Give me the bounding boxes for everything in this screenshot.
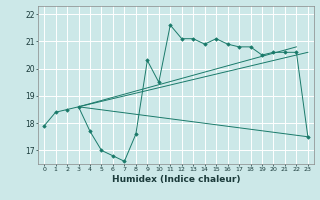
X-axis label: Humidex (Indice chaleur): Humidex (Indice chaleur) [112, 175, 240, 184]
